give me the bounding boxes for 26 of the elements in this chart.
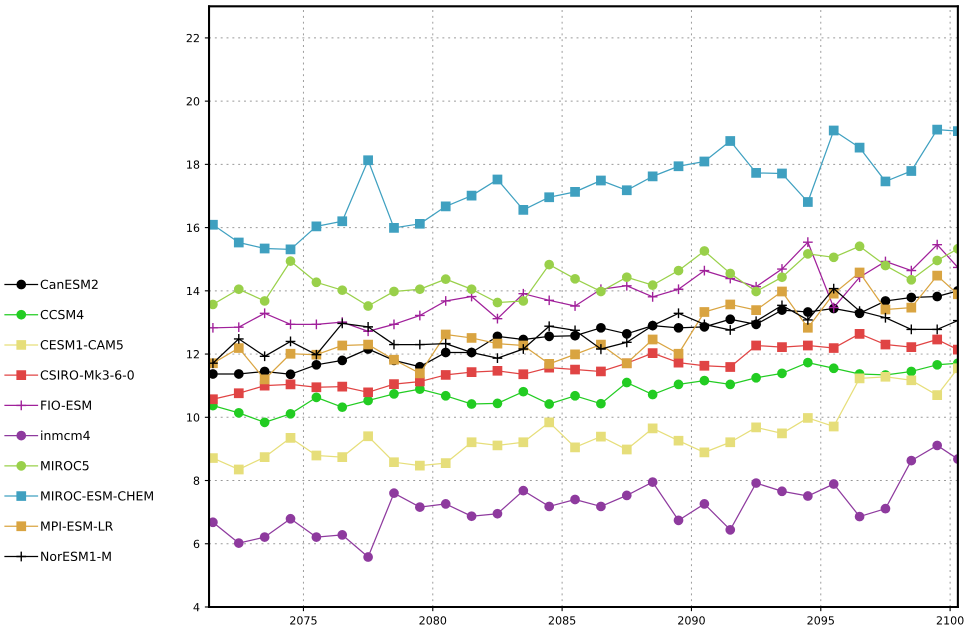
y-tick-label: 18	[187, 160, 200, 169]
legend-label: MPI-ESM-LR	[41, 521, 113, 531]
y-tick-label: 22	[186, 34, 199, 42]
y-tick-label: 6	[194, 540, 200, 548]
legend-label: CESM1-CAM5	[40, 340, 123, 350]
x-tick-label: 2075	[290, 616, 317, 625]
legend-label: NorESM1-M	[41, 552, 111, 562]
legend-label: MIROC5	[41, 460, 89, 470]
y-tick-label: 14	[187, 286, 200, 296]
y-tick-label: 10	[187, 413, 200, 422]
legend-label: CSIRO-Mk3-6-0	[40, 370, 134, 380]
legend-label: inmcm4	[41, 430, 90, 440]
y-tick-label: 12	[187, 350, 199, 358]
legend-label: FIO-ESM	[41, 400, 91, 410]
x-tick-label: 2085	[548, 616, 576, 625]
y-tick-label: 16	[187, 224, 200, 232]
legend-label: MIROC-ESM-CHEM	[41, 491, 153, 501]
x-tick-label: 2090	[678, 616, 705, 625]
y-tick-label: 4	[193, 603, 200, 612]
legend-label: CCSM4	[40, 310, 84, 320]
legend-label: CanESM2	[40, 280, 98, 290]
x-tick-label: 2100	[936, 616, 964, 625]
y-tick-label: 20	[186, 97, 200, 106]
x-tick-label: 2095	[807, 616, 834, 625]
y-tick-label: 8	[194, 476, 200, 485]
x-tick-label: 2080	[419, 616, 446, 625]
